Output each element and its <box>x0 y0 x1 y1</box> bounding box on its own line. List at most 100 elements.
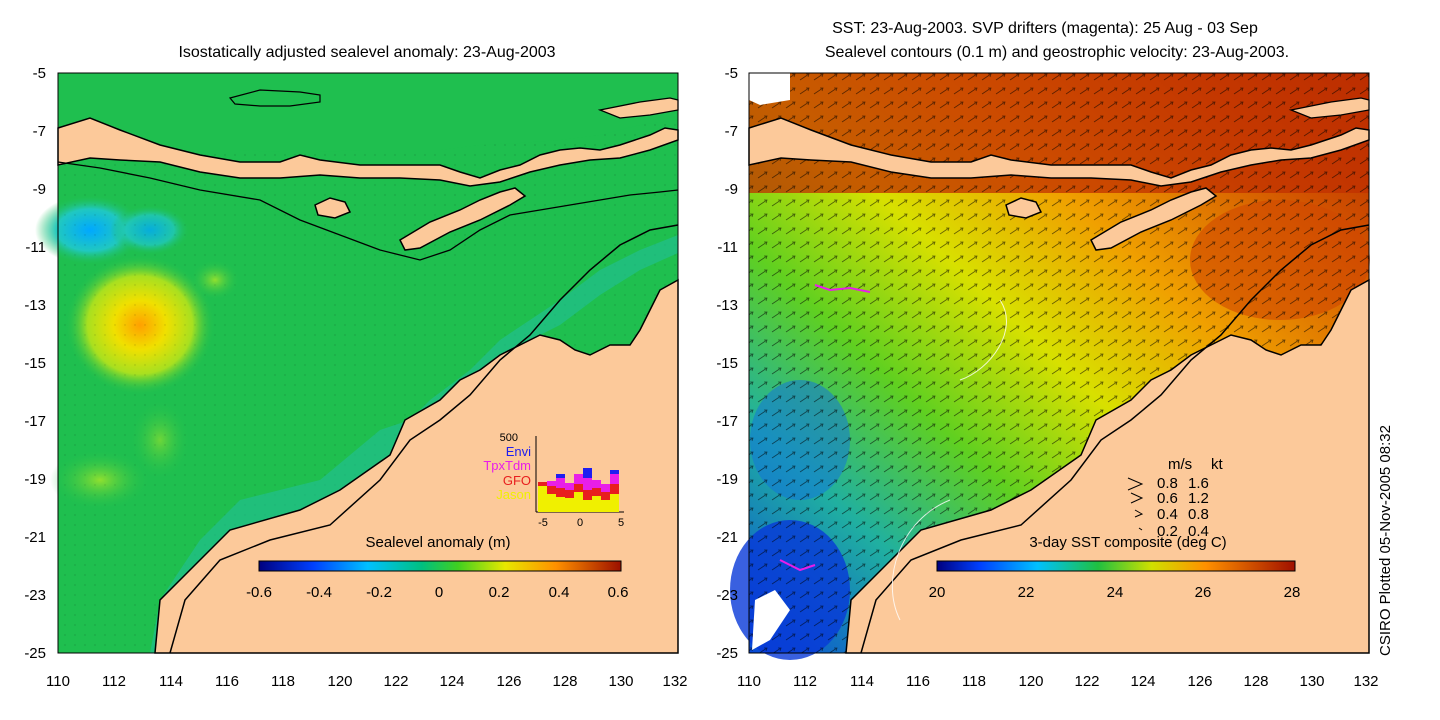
cb-tick-neg0.6: -0.6 <box>246 584 272 601</box>
left-colorbar-label: Sealevel anomaly (m) <box>365 534 510 551</box>
left-map-panel: Isostatically adjusted sealevel anomaly:… <box>24 44 687 690</box>
shelf-break-contour-right <box>860 224 1370 654</box>
timor-island <box>399 187 527 251</box>
lat-tick: -13 <box>24 297 46 314</box>
lon-tick: 128 <box>1243 673 1268 690</box>
legend-tpxtdm: TpxTdm <box>483 458 531 473</box>
australia-landmass <box>154 278 679 654</box>
inset-xtick-neg5: -5 <box>538 517 548 529</box>
right-colorbar: 3-day SST composite (deg C) 20 22 24 26 … <box>929 534 1301 601</box>
speed-arrow-0.2 <box>1138 527 1143 531</box>
lon-tick: 130 <box>608 673 633 690</box>
lat-tick: -5 <box>33 65 46 82</box>
lon-tick: 128 <box>552 673 577 690</box>
lon-tick: 112 <box>102 673 126 690</box>
cloud-gap <box>752 590 790 650</box>
left-colorbar-ticks: -0.6 -0.4 -0.2 0 0.2 0.4 0.6 <box>246 584 628 601</box>
lon-tick: 112 <box>793 673 817 690</box>
speed-legend-header-kt: kt <box>1211 456 1224 473</box>
left-map-frame <box>57 72 679 654</box>
lat-tick: -17 <box>24 413 46 430</box>
altimeter-inset: 500 Envi TpxTdm GFO Jason -5 0 5 <box>483 432 624 529</box>
drifter-track <box>814 284 871 293</box>
lon-tick: 130 <box>1299 673 1324 690</box>
lon-tick: 116 <box>906 673 930 690</box>
lon-tick: 114 <box>159 673 183 690</box>
lat-tick: -25 <box>716 645 738 662</box>
lon-tick: 126 <box>1187 673 1212 690</box>
sst-tick-28: 28 <box>1284 584 1301 601</box>
lat-tick: -15 <box>24 355 46 372</box>
inset-ymax-label: 500 <box>500 432 518 444</box>
lat-tick: -25 <box>24 645 46 662</box>
lon-tick: 124 <box>439 673 464 690</box>
lon-tick: 116 <box>215 673 239 690</box>
left-map-area <box>35 72 679 654</box>
lat-tick: -13 <box>716 297 738 314</box>
speed-legend-header-ms: m/s <box>1168 456 1192 473</box>
speed-kt-2: 0.8 <box>1188 506 1209 523</box>
speed-ms-2: 0.4 <box>1157 506 1178 523</box>
lon-tick: 120 <box>1018 673 1043 690</box>
lon-tick: 126 <box>496 673 521 690</box>
speed-legend: m/s kt 0.8 1.6 0.6 1.2 0.4 0.8 0.2 0.4 <box>1127 456 1224 540</box>
sst-tick-20: 20 <box>929 584 946 601</box>
right-map-panel: SST: 23-Aug-2003. SVP drifters (magenta)… <box>716 20 1378 690</box>
lat-tick: -17 <box>716 413 738 430</box>
lat-tick: -11 <box>25 239 46 256</box>
speed-kt-1: 1.2 <box>1188 490 1209 507</box>
lat-tick: -19 <box>24 471 46 488</box>
speed-ms-3: 0.2 <box>1157 523 1178 540</box>
lon-tick: 132 <box>662 673 687 690</box>
right-panel-title-line1: SST: 23-Aug-2003. SVP drifters (magenta)… <box>832 20 1258 37</box>
right-lon-axis: 110 112 114 116 118 120 122 124 126 128 … <box>737 673 1378 690</box>
lat-tick: -7 <box>33 123 46 140</box>
speed-arrow-0.6 <box>1130 492 1144 504</box>
lon-tick: 114 <box>850 673 874 690</box>
lat-tick: -23 <box>24 587 46 604</box>
legend-jason: Jason <box>496 487 531 502</box>
north-islet <box>228 89 321 107</box>
right-colorbar-ticks: 20 22 24 26 28 <box>929 584 1301 601</box>
lon-tick: 124 <box>1130 673 1155 690</box>
drifter-track-2 <box>779 559 816 572</box>
cb-tick-neg0.2: -0.2 <box>366 584 392 601</box>
inset-xtick-0: 0 <box>577 517 583 529</box>
speed-ms-1: 0.6 <box>1157 490 1178 507</box>
lat-tick: -9 <box>725 181 738 198</box>
right-lat-axis: -5 -7 -9 -11 -13 -15 -17 -19 -21 -23 -25 <box>716 65 738 662</box>
lat-tick: -15 <box>716 355 738 372</box>
cb-tick-0: 0 <box>435 584 443 601</box>
cb-tick-neg0.4: -0.4 <box>306 584 332 601</box>
north-ocean <box>58 73 678 152</box>
left-colorbar-scale <box>258 560 622 572</box>
lon-tick: 122 <box>383 673 408 690</box>
legend-envi: Envi <box>506 444 531 459</box>
right-colorbar-scale <box>936 560 1296 572</box>
right-map-frame <box>748 72 1370 654</box>
lat-tick: -23 <box>716 587 738 604</box>
timor-island-right <box>1090 187 1218 251</box>
left-lon-axis: 110 112 114 116 118 120 122 124 126 128 … <box>46 673 687 690</box>
cb-tick-0.6: 0.6 <box>608 584 629 601</box>
sumba-island-right <box>1005 197 1043 219</box>
bathymetry-contour-north <box>57 161 679 261</box>
sumba-island <box>314 197 352 219</box>
plot-timestamp-caption: CSIRO Plotted 05-Nov-2005 08:32 <box>1377 425 1394 656</box>
left-lat-axis: -5 -7 -9 -11 -13 -15 -17 -19 -21 -23 -25 <box>24 65 46 662</box>
inset-xtick-5: 5 <box>618 517 624 529</box>
speed-kt-0: 1.6 <box>1188 475 1209 492</box>
lat-tick: -21 <box>24 529 46 546</box>
lon-tick: 118 <box>271 673 295 690</box>
australia-landmass-right <box>845 278 1370 654</box>
cb-tick-0.2: 0.2 <box>489 584 510 601</box>
lon-tick: 132 <box>1353 673 1378 690</box>
lat-tick: -7 <box>725 123 738 140</box>
sst-tick-22: 22 <box>1018 584 1035 601</box>
lat-tick: -21 <box>716 529 738 546</box>
lat-tick: -19 <box>716 471 738 488</box>
lat-tick: -5 <box>725 65 738 82</box>
right-map-area <box>730 72 1370 660</box>
shelf-break-contour <box>169 224 679 654</box>
